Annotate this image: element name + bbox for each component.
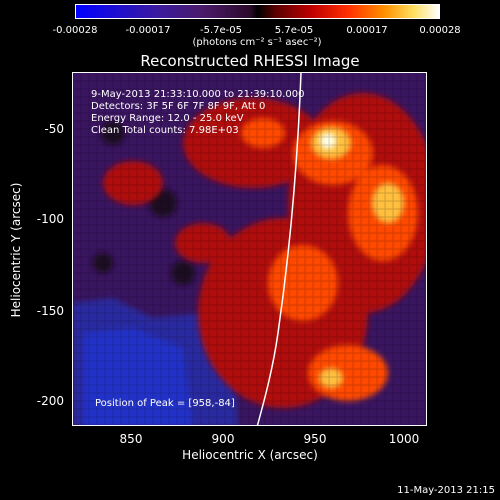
clean-total-counts-text: Clean Total counts: 7.98E+03 bbox=[91, 125, 239, 136]
x-axis-label: Heliocentric X (arcsec) bbox=[182, 448, 318, 462]
energy-range-text: Energy Range: 12.0 - 25.0 keV bbox=[91, 113, 244, 124]
detectors-text: Detectors: 3F 5F 6F 7F 8F 9F, Att 0 bbox=[91, 101, 266, 112]
y-tick-label: -150 bbox=[36, 304, 64, 318]
x-tick-label: 950 bbox=[303, 432, 327, 446]
pixel-grid bbox=[73, 73, 426, 425]
time-range-text: 9-May-2013 21:33:10.000 to 21:39:10.000 bbox=[91, 89, 305, 100]
x-tick-label: 1000 bbox=[388, 432, 420, 446]
reconstructed-image bbox=[73, 73, 426, 425]
image-title: Reconstructed RHESSI Image bbox=[140, 52, 360, 70]
colorbar-tick-label: -0.00028 bbox=[52, 25, 98, 36]
solar-limb-line bbox=[256, 73, 302, 425]
colorbar-tick-label: 5.7e-05 bbox=[274, 25, 314, 36]
y-axis-label: Heliocentric Y (arcsec) bbox=[9, 182, 23, 318]
x-tick-label: 900 bbox=[211, 432, 235, 446]
x-tick-label: 850 bbox=[119, 432, 143, 446]
colorbar-tick-label: 0.00017 bbox=[346, 25, 388, 36]
y-tick-label: -50 bbox=[44, 122, 64, 136]
colorbar-units: (photons cm⁻² s⁻¹ asec⁻²) bbox=[192, 37, 322, 48]
footer-timestamp: 11-May-2013 21:15 bbox=[397, 485, 495, 496]
y-tick-label: -100 bbox=[36, 212, 64, 226]
colorbar-tick-label: -0.00017 bbox=[125, 25, 171, 36]
peak-position-text: Position of Peak = [958,-84] bbox=[95, 398, 235, 409]
image-plot-area: 9-May-2013 21:33:10.000 to 21:39:10.000 … bbox=[72, 72, 427, 426]
colorbar bbox=[75, 4, 440, 19]
y-tick-label: -200 bbox=[36, 394, 64, 408]
colorbar-tick-label: 0.00028 bbox=[419, 25, 461, 36]
colorbar-tick-label: -5.7e-05 bbox=[200, 25, 242, 36]
